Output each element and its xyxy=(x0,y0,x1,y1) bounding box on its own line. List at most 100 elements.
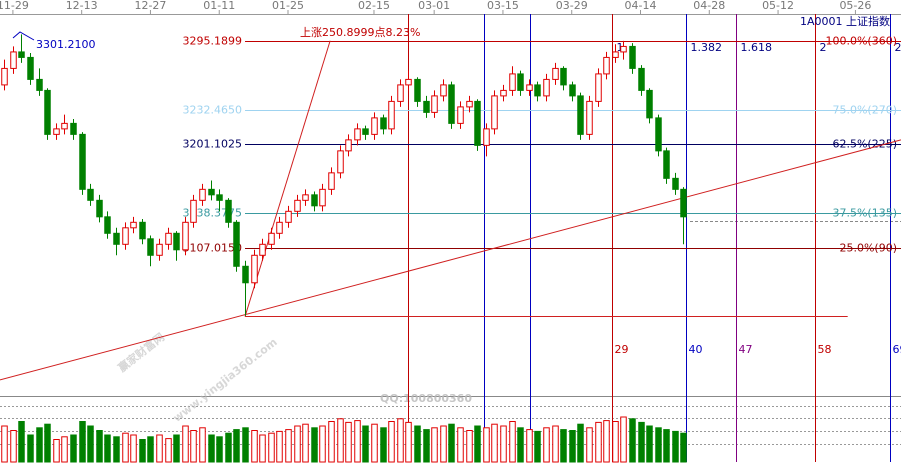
candle-body xyxy=(371,117,378,135)
candle-body xyxy=(147,238,154,256)
volume-bar xyxy=(569,430,576,463)
volume-bar xyxy=(311,427,318,463)
volume-bar xyxy=(423,429,430,463)
cycle-top-label: 1.618 xyxy=(741,41,773,54)
candle-body xyxy=(96,199,103,218)
x-tick-label: 12-13 xyxy=(66,0,98,12)
volume-bar xyxy=(113,436,120,463)
volume-bar xyxy=(225,432,232,463)
watermark-qq: QQ:100800360 xyxy=(380,392,472,405)
volume-bar xyxy=(552,425,559,463)
candle-body xyxy=(612,51,619,58)
volume-bar xyxy=(638,421,645,463)
volume-bar xyxy=(122,432,129,463)
trend-line xyxy=(244,40,331,317)
cycle-bottom-label: 29 xyxy=(615,343,629,356)
candle-body xyxy=(328,172,335,190)
volume-bar xyxy=(302,423,309,463)
high-pointer xyxy=(12,31,35,41)
x-tick-label: 03-29 xyxy=(556,0,588,12)
volume-bar xyxy=(612,421,619,463)
volume-bar xyxy=(294,425,301,463)
high-label: 3301.2100 xyxy=(36,38,96,51)
candle-body xyxy=(354,128,361,141)
candle-body xyxy=(646,89,653,119)
volume-bar xyxy=(156,434,163,463)
volume-bar xyxy=(646,425,653,463)
candle-body xyxy=(457,106,464,124)
candle-body xyxy=(655,117,662,152)
volume-bar xyxy=(586,427,593,463)
volume-bar xyxy=(242,427,249,463)
volume-bar xyxy=(466,430,473,463)
candle-body xyxy=(113,232,120,245)
volume-bar xyxy=(414,425,421,463)
volume-bar xyxy=(36,427,43,463)
cycle-top-label: 2. xyxy=(895,41,901,54)
volume-bar xyxy=(431,427,438,463)
volume-bar xyxy=(440,425,447,463)
volume-bar xyxy=(53,439,60,463)
volume-bar xyxy=(173,434,180,463)
x-tick-label: 01-25 xyxy=(272,0,304,12)
candle-body xyxy=(595,73,602,102)
candle-body xyxy=(414,78,421,102)
x-tick-label: 05-12 xyxy=(762,0,794,12)
cycle-top-label: 1 xyxy=(617,41,624,54)
cycle-top-label: 1.382 xyxy=(691,41,723,54)
volume-bar xyxy=(491,423,498,463)
x-tick-label: 04-14 xyxy=(625,0,657,12)
volume-bar xyxy=(680,432,687,463)
volume-bar xyxy=(663,429,670,463)
level-label: 3295.1899 xyxy=(183,35,243,48)
volume-bar xyxy=(672,430,679,463)
candle-body xyxy=(491,95,498,130)
volume-bar xyxy=(483,427,490,463)
volume-bar xyxy=(285,429,292,463)
volume-bar xyxy=(70,434,77,463)
candle-body xyxy=(680,188,687,218)
x-tick-label: 02-15 xyxy=(358,0,390,12)
candle-body xyxy=(345,139,352,152)
candle-body xyxy=(474,100,481,146)
volume-bar xyxy=(165,438,172,463)
volume-bar xyxy=(500,425,507,463)
candle-body xyxy=(173,232,180,251)
candle-body xyxy=(423,100,430,113)
candle-body xyxy=(139,221,146,240)
x-tick-label: 03-01 xyxy=(418,0,450,12)
candle-body xyxy=(638,67,645,91)
volume-bar xyxy=(182,425,189,463)
volume-bar xyxy=(345,421,352,463)
volume-bar xyxy=(380,427,387,463)
candle-body xyxy=(27,56,34,80)
candle-body xyxy=(208,188,215,196)
volume-bar xyxy=(595,421,602,463)
volume-bar xyxy=(543,427,550,463)
volume-bar xyxy=(190,430,197,463)
x-tick-label: 11-29 xyxy=(0,0,29,12)
candle-body xyxy=(165,232,172,245)
candle-body xyxy=(397,84,404,102)
level-ratio: 37.5%(135) xyxy=(832,207,897,220)
candle-body xyxy=(526,84,533,91)
candle-body xyxy=(620,45,627,53)
volume-bar xyxy=(655,427,662,463)
candle-body xyxy=(18,51,25,58)
candle-body xyxy=(44,89,51,135)
candle-body xyxy=(311,194,318,207)
cycle-bottom-label: 69 xyxy=(893,343,901,356)
volume-bar xyxy=(457,427,464,463)
volume-bar xyxy=(474,425,481,463)
candle-body xyxy=(233,221,240,267)
volume-bar xyxy=(208,434,215,463)
cycle-bottom-label: 58 xyxy=(818,343,832,356)
volume-bar xyxy=(603,420,610,463)
volume-bar xyxy=(534,430,541,463)
volume-bar xyxy=(388,421,395,463)
candle-body xyxy=(53,128,60,135)
candle-body xyxy=(294,199,301,212)
volume-bar xyxy=(354,420,361,463)
candle-body xyxy=(517,73,524,91)
